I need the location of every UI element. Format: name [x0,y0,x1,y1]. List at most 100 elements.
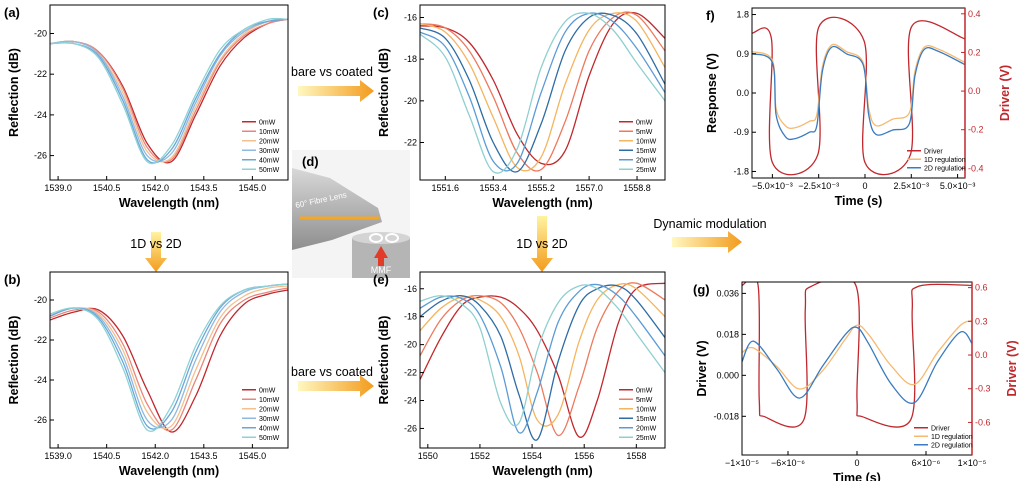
arrow [298,375,374,397]
series-line [420,11,665,166]
y-tick-label: 0.018 [716,329,739,339]
legend-label: 5mW [636,397,653,404]
plot-frame [49,4,289,181]
legend-label: 10mW [636,138,657,145]
legend-label: 50mW [259,167,280,174]
legend-label: 20mW [636,157,657,164]
legend-label: 2D regulation [924,165,966,172]
legend-label: 40mW [259,425,280,432]
legend-label: 30mW [259,416,280,423]
legend-label: 15mW [636,148,657,155]
series-line [420,11,665,172]
legend-label: 0mW [259,119,276,126]
x-tick-label: 1543.5 [190,451,218,461]
arrow [145,232,167,272]
series-line [420,12,665,172]
y-tick-label: -0.9 [733,127,749,137]
y2-tick-label: -0.3 [975,384,991,394]
x-axis-title: Wavelength (nm) [119,464,219,478]
x-tick-label: 1545.0 [239,451,267,461]
series-line [50,287,288,432]
x-tick-label: 1555.2 [527,183,555,193]
x-tick-label: 1540.5 [93,451,121,461]
y-tick-label: -22 [34,335,47,345]
y-tick-label: -24 [34,375,47,385]
x-tick-label: 0 [862,181,867,191]
y2-tick-label: 0.6 [975,283,988,293]
x-tick-label: 1×10⁻⁵ [958,458,987,468]
x-tick-label: −1×10⁻⁵ [725,458,759,468]
y-tick-label: -18 [404,54,417,64]
legend-label: 25mW [636,167,657,174]
y-tick-label: -22 [404,138,417,148]
x-tick-label: 1545.0 [239,183,267,193]
series-line [420,12,665,172]
y-tick-label: -16 [404,13,417,23]
arrow [298,80,374,102]
y-tick-label: -22 [404,368,417,378]
series-line [420,12,665,174]
series-line [742,282,972,428]
y-axis-title: Reflection (dB) [377,316,391,405]
series-line [420,283,665,434]
x-tick-label: 1557.0 [575,183,603,193]
chart: 1539.0 1540.5 1542.0 1543.5 1545.0 -26 -24 -22 -… [4,271,289,478]
y-tick-label: -26 [404,423,417,433]
panel-d: (d) 60° Fibre Lens MMF [292,150,410,278]
legend-label: 1D regulation [924,157,966,164]
series-line [420,282,665,438]
x-tick-label: 1558 [626,451,646,461]
x-tick-label: 1540.5 [93,183,121,193]
legend-label: 15mW [636,416,657,423]
y-tick-label: 0.000 [716,370,739,380]
legend-label: 2D regulation [931,442,973,449]
legend-label: 30mW [259,148,280,155]
x-axis-title: Wavelength (nm) [492,196,592,210]
x-tick-label: 1556 [574,451,594,461]
arrow-label: Dynamic modulation [653,217,766,231]
y-tick-label: -26 [34,151,47,161]
panel-label: (c) [373,5,389,20]
legend-label: 20mW [259,406,280,413]
plot-frame [49,271,289,449]
y-axis-title: Driver (V) [695,340,709,396]
legend-label: 10mW [636,406,657,413]
ring [385,233,399,243]
series-line [742,326,972,404]
panel-label: f) [706,8,715,23]
y-tick-label: 1.8 [736,10,749,20]
x-tick-label: 0 [854,458,859,468]
series-line [752,43,965,130]
y-tick-label: -0.018 [713,411,739,421]
series-line [50,17,288,165]
y2-tick-label: -0.6 [975,417,991,427]
y-tick-label: -22 [34,69,47,79]
series-line [420,282,665,437]
legend-label: 20mW [636,425,657,432]
y-tick-label: 0.0 [736,88,749,98]
series-line [752,16,965,176]
arrow [531,216,553,272]
panel-label: (e) [373,272,389,287]
chart: 1551.6 1553.4 1555.2 1557.0 1558.8 -22 -20 -18 -… [373,4,666,210]
x-tick-label: 1554 [522,451,542,461]
x-tick-label: −2.5×10⁻³ [798,181,839,191]
y-tick-label: -20 [34,28,47,38]
x-tick-label: 1543.5 [190,183,218,193]
y2-tick-label: 0.0 [975,350,988,360]
x-tick-label: 1553.4 [479,183,507,193]
y-axis-title: Reflection (dB) [7,316,21,405]
x-tick-label: 1551.6 [432,183,460,193]
legend-label: 25mW [636,435,657,442]
y-tick-label: -20 [404,96,417,106]
fibre-lens [292,168,382,250]
y-tick-label: -1.8 [733,166,749,176]
x-tick-label: 1550 [418,451,438,461]
y-axis-title: Reflection (dB) [377,48,391,137]
x-axis-title: Wavelength (nm) [492,464,592,478]
panel-label: (b) [4,272,21,287]
y2-axis-title: Driver (V) [998,65,1012,121]
plot-frame [419,4,666,181]
legend-label: 1D regulation [931,434,973,441]
